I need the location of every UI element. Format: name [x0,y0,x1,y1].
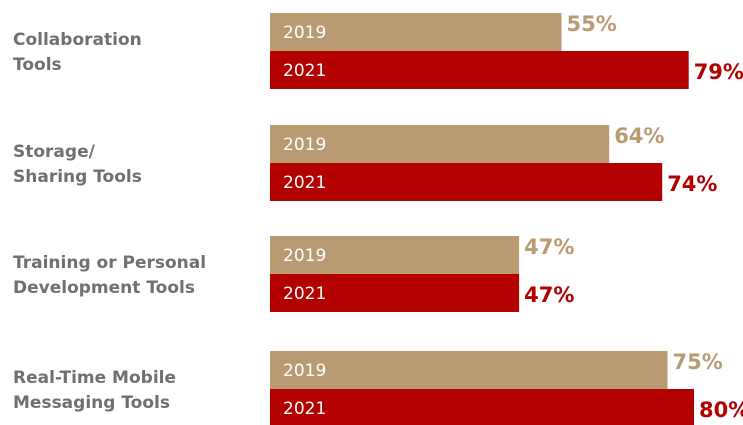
bar-series-label: 2019 [283,135,326,155]
value-label: 47% [524,235,574,259]
bar-2019 [270,236,520,274]
category-label: Storage/Sharing Tools [13,142,142,187]
bar-series-label: 2019 [283,23,326,43]
category-label-line: Messaging Tools [13,393,170,413]
category-label-line: Sharing Tools [13,167,142,187]
value-label: 75% [673,350,723,374]
category-label-line: Development Tools [13,278,195,298]
bar-series-label: 2021 [283,61,326,81]
value-label: 79% [694,60,743,84]
bar-series-label: 2019 [283,361,326,381]
category-label: Collaboration Tools [13,30,142,75]
category-label: Real-Time Mobile Messaging Tools [13,368,176,413]
category-label-line: Training or Personal [13,253,206,273]
category-label-line: Storage/ [13,142,96,162]
bar-series-label: 2021 [283,284,326,304]
bar-2021 [270,51,689,89]
bar-2019 [270,13,562,51]
bar-series-label: 2019 [283,246,326,266]
category-label-line: Tools [13,55,62,75]
bar-2021 [270,389,694,425]
category-label: Training or Personal Development Tools [13,253,206,298]
category-label-line: Collaboration [13,30,142,50]
bar-series-label: 2021 [283,399,326,419]
value-label: 64% [614,124,664,148]
bar-2021 [270,274,520,312]
value-label: 80% [699,398,743,422]
category-label-line: Real-Time Mobile [13,368,176,388]
bar-series-label: 2021 [283,173,326,193]
value-label: 55% [567,12,617,36]
bar-2019 [270,351,668,389]
value-label: 74% [667,172,717,196]
bar-2019 [270,125,610,163]
bar-2021 [270,163,663,201]
value-label: 47% [524,283,574,307]
